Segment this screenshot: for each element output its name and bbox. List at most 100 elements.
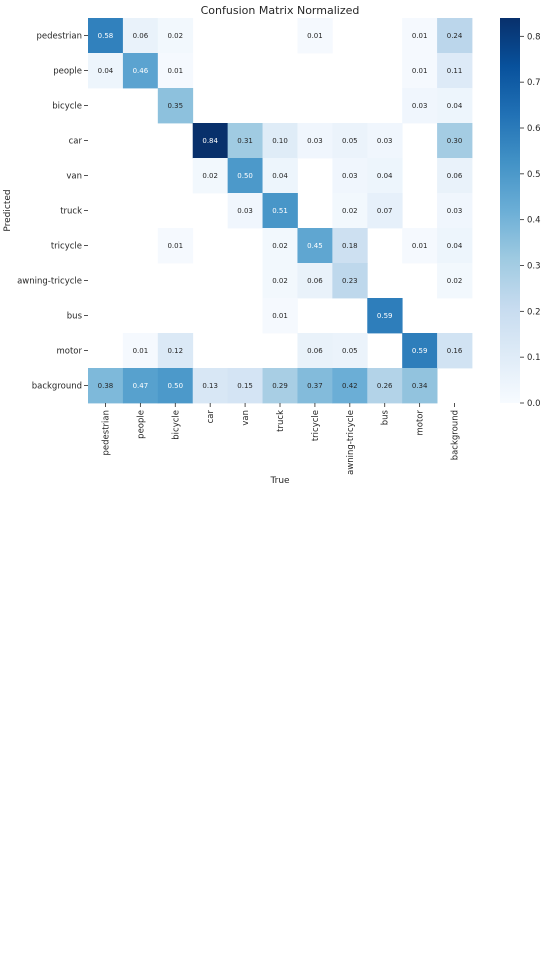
cell-value-label: 0.03 (307, 137, 323, 145)
heatmap-cell (402, 228, 438, 264)
y-tick-label: bicycle (52, 102, 82, 112)
heatmap-cell (227, 158, 263, 194)
heatmap-cell (437, 193, 473, 229)
heatmap-cell (297, 368, 333, 404)
chart-title: Confusion Matrix Normalized (201, 4, 360, 17)
heatmap-cell (332, 193, 368, 229)
cell-value-label: 0.01 (412, 67, 428, 75)
heatmap-cell (402, 88, 438, 124)
colorbar-tick-label: 0.2 (527, 307, 541, 317)
cell-value-label: 0.04 (447, 102, 463, 110)
heatmap-cell (122, 368, 159, 404)
confusion-matrix-top: Confusion Matrix Normalized 0.58 0.06 0.02 0… (3, 4, 541, 486)
cell-value-label: 0.02 (342, 207, 358, 215)
cell-value-label: 0.06 (307, 347, 323, 355)
heatmap-cell (437, 123, 473, 159)
cell-value-label: 0.06 (307, 277, 323, 285)
heatmap-cell (157, 88, 194, 124)
x-tick-label: bicycle (171, 410, 181, 440)
cell-value-label: 0.01 (133, 347, 149, 355)
heatmap-cell (122, 18, 159, 54)
colorbar-tick-label: 0.3 (527, 262, 541, 272)
x-tick-label: car (206, 410, 216, 424)
cell-value-label: 0.84 (202, 137, 218, 145)
heatmap-cell (157, 228, 194, 264)
heatmap-cell (122, 53, 159, 89)
heatmap-cell (227, 193, 263, 229)
colorbar-tick-label: 0.0 (527, 399, 541, 409)
heatmap-cell (262, 228, 298, 264)
heatmap-cell (437, 18, 473, 54)
cell-value-label: 0.01 (412, 32, 428, 40)
heatmap-cell (157, 53, 194, 89)
heatmap-cell (88, 18, 124, 54)
heatmap-cell (297, 228, 333, 264)
cell-value-label: 0.05 (342, 347, 358, 355)
heatmap-cell (297, 18, 333, 54)
y-tick-label: truck (60, 207, 82, 217)
heatmap-cell (157, 18, 194, 54)
cell-value-label: 0.46 (133, 67, 149, 75)
heatmap-cell (88, 53, 124, 89)
x-axis-label: True (269, 476, 290, 486)
y-tick-label: van (66, 172, 82, 182)
cell-value-label: 0.50 (167, 382, 183, 390)
cell-value-label: 0.15 (237, 382, 253, 390)
heatmap-cell (122, 333, 159, 369)
colorbar-tick-label: 0.8 (527, 32, 541, 42)
heatmap-cell (437, 53, 473, 89)
heatmap-cell (297, 333, 333, 369)
cell-value-label: 0.05 (342, 137, 358, 145)
heatmap-cell (332, 263, 368, 299)
heatmap-cell (297, 263, 333, 299)
heatmap-cell (297, 123, 333, 159)
heatmap-cell (437, 158, 473, 194)
cell-value-label: 0.02 (272, 277, 288, 285)
cell-value-label: 0.01 (272, 312, 288, 320)
y-tick-label: tricycle (51, 242, 82, 252)
cell-value-label: 0.01 (167, 67, 183, 75)
x-tick-label: motor (416, 410, 426, 436)
heatmap-cell (262, 298, 298, 334)
heatmap-cell (192, 368, 229, 404)
heatmap-cell (262, 158, 298, 194)
y-axis-label: Predicted (3, 189, 13, 231)
heatmap-cell (437, 333, 473, 369)
cell-value-label: 0.03 (447, 207, 463, 215)
y-tick-label: car (69, 137, 83, 147)
heatmap-cell (227, 123, 263, 159)
heatmap-cell (402, 18, 438, 54)
cell-value-label: 0.59 (412, 347, 428, 355)
x-tick-label: background (451, 410, 461, 460)
cell-value-label: 0.42 (342, 382, 358, 390)
y-tick-label: background (32, 382, 82, 392)
cell-value-label: 0.03 (377, 137, 393, 145)
cell-value-label: 0.03 (342, 172, 358, 180)
heatmap-cell (192, 158, 229, 194)
cell-value-label: 0.01 (167, 242, 183, 250)
cell-value-label: 0.02 (272, 242, 288, 250)
cell-value-label: 0.02 (447, 277, 463, 285)
cell-value-label: 0.04 (377, 172, 393, 180)
cell-value-label: 0.01 (307, 32, 323, 40)
heatmap-cell (367, 123, 403, 159)
cell-value-label: 0.06 (447, 172, 463, 180)
x-tick-label: pedestrian (101, 410, 111, 455)
cell-value-label: 0.12 (167, 347, 183, 355)
colorbar-tick-label: 0.1 (527, 353, 541, 363)
cell-value-label: 0.10 (272, 137, 288, 145)
colorbar-tick-label: 0.7 (527, 78, 541, 88)
heatmap-cell (437, 228, 473, 264)
cell-value-label: 0.34 (412, 382, 428, 390)
cell-value-label: 0.04 (98, 67, 114, 75)
heatmap-cell (402, 368, 438, 404)
heatmap-cell (437, 88, 473, 124)
heatmap-cell (332, 158, 368, 194)
heatmap-cell (192, 123, 229, 159)
heatmap-cell (262, 123, 298, 159)
y-tick-label: people (53, 67, 82, 77)
x-tick-label: tricycle (311, 410, 321, 441)
cell-value-label: 0.23 (342, 277, 358, 285)
cell-value-label: 0.45 (307, 242, 323, 250)
y-tick-label: motor (56, 347, 82, 357)
